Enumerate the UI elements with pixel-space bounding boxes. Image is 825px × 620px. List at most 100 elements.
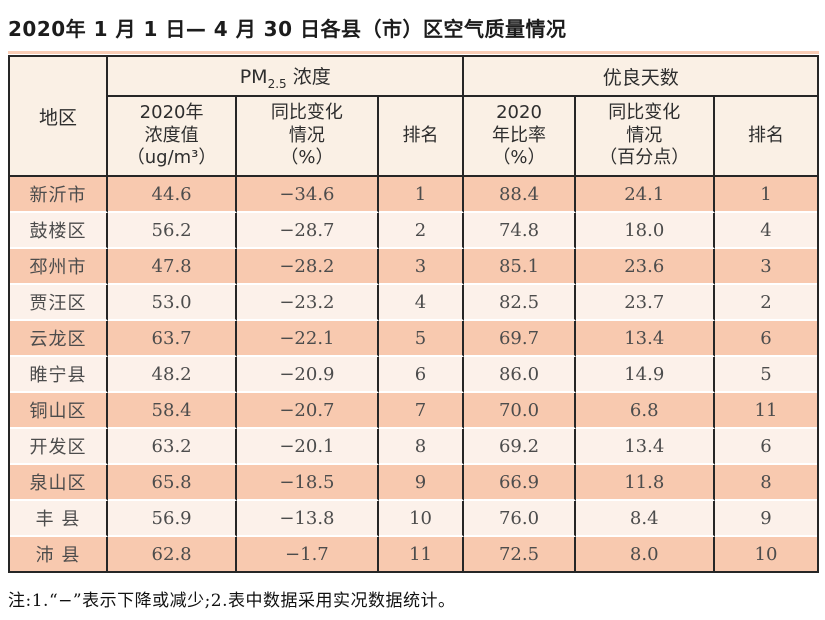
cell-pm-change: −20.9: [237, 357, 379, 393]
cell-pm-value: 44.6: [107, 177, 238, 213]
cell-pm-change: −28.2: [237, 249, 379, 285]
cell-pm-rank: 11: [378, 537, 465, 571]
cell-pm-value: 63.7: [107, 321, 238, 357]
page-title: 2020年 1 月 1 日— 4 月 30 日各县（市）区空气质量情况: [8, 17, 567, 41]
table-row: 泉山区 65.8 −18.5 9 66.9 11.8 8: [10, 465, 817, 501]
table-row: 沛 县 62.8 −1.7 11 72.5 8.0 10: [10, 537, 817, 571]
cell-gd-rank: 6: [714, 321, 817, 357]
cell-gd-ratio: 82.5: [464, 285, 576, 321]
header-gd-ratio: 2020 年比率 （%）: [464, 97, 576, 177]
cell-gd-change: 8.0: [575, 537, 715, 571]
cell-pm-change: −20.7: [237, 393, 379, 429]
cell-pm-value: 48.2: [107, 357, 238, 393]
table-row: 新沂市 44.6 −34.6 1 88.4 24.1 1: [10, 177, 817, 213]
cell-gd-ratio: 72.5: [464, 537, 576, 571]
cell-pm-value: 56.9: [107, 501, 238, 537]
cell-pm-value: 63.2: [107, 429, 238, 465]
cell-gd-ratio: 69.2: [464, 429, 576, 465]
header-pm-rank: 排名: [378, 97, 465, 177]
cell-gd-ratio: 66.9: [464, 465, 576, 501]
cell-gd-rank: 9: [714, 501, 817, 537]
cell-pm-value: 56.2: [107, 213, 238, 249]
cell-gd-change: 18.0: [575, 213, 715, 249]
cell-gd-ratio: 85.1: [464, 249, 576, 285]
cell-pm-rank: 7: [378, 393, 465, 429]
cell-gd-ratio: 76.0: [464, 501, 576, 537]
cell-gd-rank: 2: [714, 285, 817, 321]
cell-region: 泉山区: [10, 465, 108, 501]
cell-pm-rank: 3: [378, 249, 465, 285]
header-pm25-group: PM2.5 浓度: [107, 57, 465, 97]
cell-region: 贾汪区: [10, 285, 108, 321]
cell-pm-change: −20.1: [237, 429, 379, 465]
cell-region: 沛 县: [10, 537, 108, 571]
table-row: 睢宁县 48.2 −20.9 6 86.0 14.9 5: [10, 357, 817, 393]
cell-gd-rank: 6: [714, 429, 817, 465]
cell-gd-change: 24.1: [575, 177, 715, 213]
cell-gd-change: 23.6: [575, 249, 715, 285]
cell-region: 开发区: [10, 429, 108, 465]
header-region: 地区: [10, 57, 108, 177]
cell-pm-value: 58.4: [107, 393, 238, 429]
cell-region: 丰 县: [10, 501, 108, 537]
cell-gd-ratio: 86.0: [464, 357, 576, 393]
header-sub-row: 2020年 浓度值 （ug/m³） 同比变化 情况 （%） 排名 2020 年比…: [10, 97, 817, 177]
cell-pm-value: 53.0: [107, 285, 238, 321]
table-row: 鼓楼区 56.2 −28.7 2 74.8 18.0 4: [10, 213, 817, 249]
cell-pm-change: −18.5: [237, 465, 379, 501]
cell-pm-rank: 2: [378, 213, 465, 249]
cell-gd-rank: 8: [714, 465, 817, 501]
cell-region: 铜山区: [10, 393, 108, 429]
cell-pm-change: −13.8: [237, 501, 379, 537]
cell-pm-rank: 6: [378, 357, 465, 393]
cell-gd-change: 14.9: [575, 357, 715, 393]
cell-gd-rank: 4: [714, 213, 817, 249]
table-body: 地区 PM2.5 浓度 优良天数 2020年 浓度值 （ug/m³） 同比变化 …: [10, 57, 817, 571]
cell-gd-change: 13.4: [575, 429, 715, 465]
cell-pm-change: −22.1: [237, 321, 379, 357]
cell-pm-change: −23.2: [237, 285, 379, 321]
cell-gd-change: 11.8: [575, 465, 715, 501]
cell-region: 鼓楼区: [10, 213, 108, 249]
cell-region: 新沂市: [10, 177, 108, 213]
pm25-label-subscript: 2.5: [267, 76, 287, 91]
cell-gd-change: 6.8: [575, 393, 715, 429]
cell-gd-ratio: 70.0: [464, 393, 576, 429]
cell-pm-value: 47.8: [107, 249, 238, 285]
pm25-label-suffix: 浓度: [286, 65, 331, 88]
cell-region: 睢宁县: [10, 357, 108, 393]
cell-region: 云龙区: [10, 321, 108, 357]
table-row: 贾汪区 53.0 −23.2 4 82.5 23.7 2: [10, 285, 817, 321]
cell-gd-change: 13.4: [575, 321, 715, 357]
table-row: 铜山区 58.4 −20.7 7 70.0 6.8 11: [10, 393, 817, 429]
cell-pm-value: 65.8: [107, 465, 238, 501]
cell-pm-change: −34.6: [237, 177, 379, 213]
header-gd-change: 同比变化 情况 （百分点）: [575, 97, 715, 177]
table-row: 云龙区 63.7 −22.1 5 69.7 13.4 6: [10, 321, 817, 357]
cell-pm-rank: 8: [378, 429, 465, 465]
header-pm-change: 同比变化 情况 （%）: [237, 97, 379, 177]
table-row: 丰 县 56.9 −13.8 10 76.0 8.4 9: [10, 501, 817, 537]
pm25-label-prefix: PM: [239, 65, 268, 88]
cell-pm-rank: 10: [378, 501, 465, 537]
header-good-days-group: 优良天数: [464, 57, 817, 97]
cell-gd-change: 8.4: [575, 501, 715, 537]
cell-gd-ratio: 69.7: [464, 321, 576, 357]
header-gd-rank: 排名: [714, 97, 817, 177]
table-row: 开发区 63.2 −20.1 8 69.2 13.4 6: [10, 429, 817, 465]
cell-pm-rank: 5: [378, 321, 465, 357]
table-top-accent-line: [8, 51, 819, 54]
cell-gd-rank: 11: [714, 393, 817, 429]
footnote: 注:1.“−”表示下降或减少;2.表中数据采用实况数据统计。: [8, 591, 456, 611]
cell-gd-rank: 5: [714, 357, 817, 393]
cell-region: 邳州市: [10, 249, 108, 285]
cell-pm-rank: 4: [378, 285, 465, 321]
cell-gd-change: 23.7: [575, 285, 715, 321]
cell-gd-ratio: 88.4: [464, 177, 576, 213]
table-row: 邳州市 47.8 −28.2 3 85.1 23.6 3: [10, 249, 817, 285]
header-group-row: 地区 PM2.5 浓度 优良天数: [10, 57, 817, 177]
cell-gd-ratio: 74.8: [464, 213, 576, 249]
cell-gd-rank: 10: [714, 537, 817, 571]
cell-pm-change: −1.7: [237, 537, 379, 571]
cell-pm-rank: 9: [378, 465, 465, 501]
